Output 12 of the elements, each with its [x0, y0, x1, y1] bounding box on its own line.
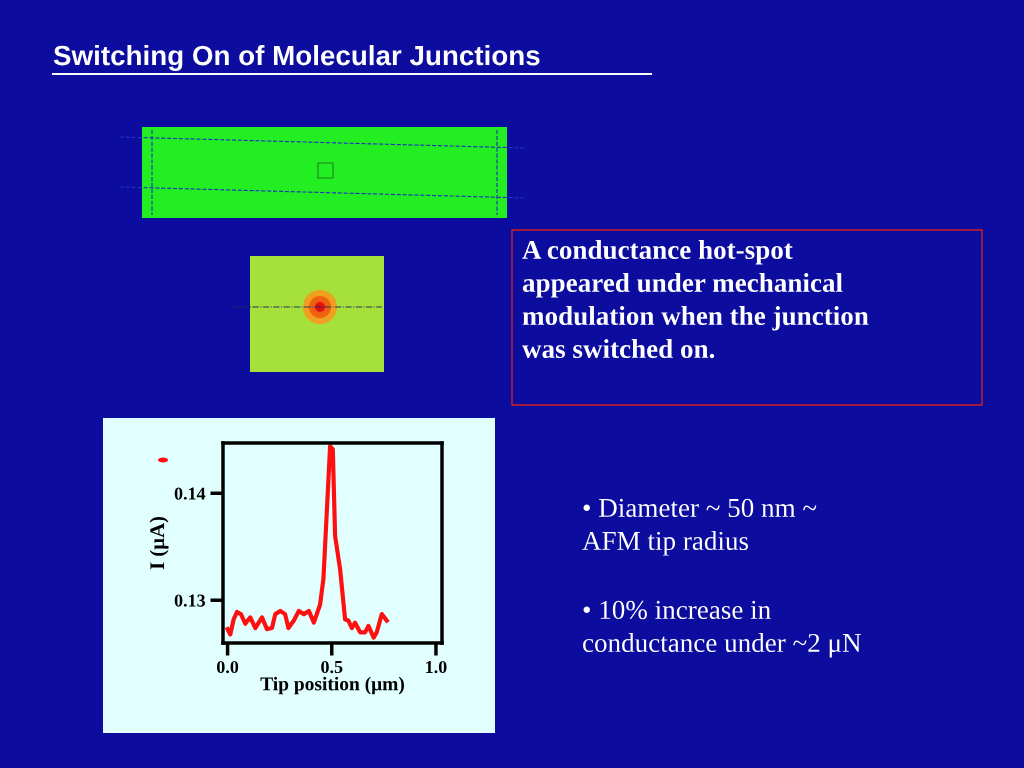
y-tick-label: 0.14 [174, 487, 206, 500]
line-series [225, 444, 389, 640]
x-tick-label: 0.0 [216, 660, 239, 674]
x-axis-title: Tip position (μm) [260, 676, 404, 695]
y-axis-title: I (μA) [149, 516, 169, 570]
text: A conductance hot-spot appeared under mechanical modulation when the junction was switched on. [522, 240, 869, 359]
x-tick-label: 0.5 [321, 660, 343, 674]
text: • Diameter ~ 50 nm ~ AFM tip radius [582, 498, 817, 556]
y-tick-label: 0.13 [174, 594, 206, 607]
x-tick-label: 1.0 [426, 660, 447, 674]
chart-title: Switching On of Molecular Junctions [53, 44, 540, 72]
text: • 10% increase in conductance under ~2 μN [583, 600, 861, 658]
